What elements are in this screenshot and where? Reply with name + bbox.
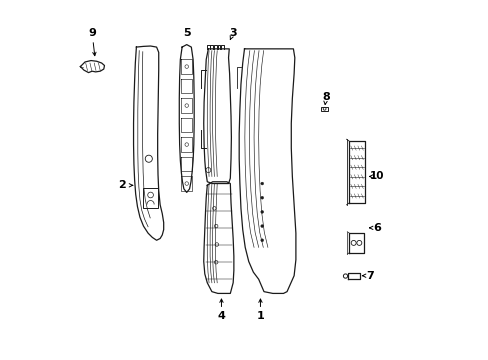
Text: 3: 3 (229, 28, 237, 38)
Circle shape (260, 225, 263, 228)
Text: 4: 4 (217, 311, 225, 321)
Circle shape (260, 196, 263, 199)
Text: 9: 9 (88, 28, 96, 38)
Text: 8: 8 (322, 92, 329, 102)
Text: 2: 2 (118, 180, 126, 190)
Text: 10: 10 (369, 171, 384, 181)
Circle shape (260, 211, 263, 213)
Circle shape (260, 239, 263, 242)
Circle shape (260, 182, 263, 185)
Text: 7: 7 (366, 271, 373, 281)
Text: 5: 5 (183, 28, 190, 38)
Text: 1: 1 (256, 311, 264, 321)
Text: 6: 6 (373, 223, 381, 233)
